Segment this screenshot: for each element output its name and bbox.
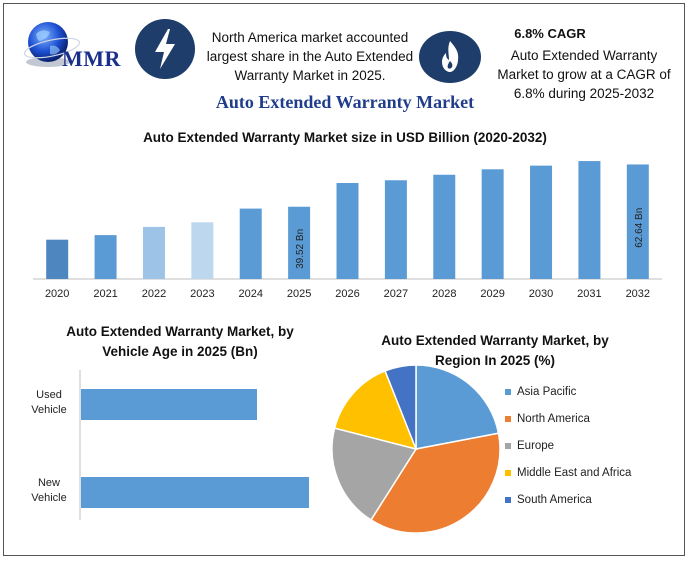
logo-text: MMR [62, 46, 121, 71]
x-tick-label-2024: 2024 [238, 288, 262, 300]
highlight-text: North America market accounted largest s… [206, 30, 414, 83]
legend-item-south-america: South America [505, 494, 592, 506]
x-tick-label-2028: 2028 [432, 288, 456, 300]
legend-swatch [505, 416, 511, 422]
legend-label: Europe [517, 440, 555, 452]
x-tick-label-2029: 2029 [480, 288, 504, 300]
hbar-used-vehicle [81, 389, 257, 420]
bar-2023 [191, 222, 214, 279]
pie-slice-north-america [369, 432, 501, 534]
x-tick-label-2027: 2027 [384, 288, 408, 300]
x-tick-label-2026: 2026 [335, 288, 359, 300]
vehicle-age-chart-title: Auto Extended Warranty Market, by Vehicl… [66, 324, 294, 359]
vehicle-age-bar-chart [79, 370, 309, 520]
pie-slice-asia-pacific [415, 364, 500, 450]
x-tick-label-2022: 2022 [142, 288, 166, 300]
bar-2029 [481, 169, 504, 279]
legend-swatch [505, 470, 511, 476]
category-label-used-vehicle: Used Vehicle [31, 389, 67, 416]
globe-icon [23, 22, 81, 67]
cagr-text: Auto Extended Warranty Market to grow at… [497, 48, 671, 101]
bar-2022 [142, 226, 165, 279]
legend-swatch [505, 443, 511, 449]
category-label-new-vehicle: New Vehicle [31, 477, 67, 504]
page-title: Auto Extended Warranty Market [215, 92, 475, 112]
legend-item-middle-east-and-africa: Middle East and Africa [505, 467, 631, 479]
legend-label: Asia Pacific [517, 386, 577, 398]
mmr-logo: MMR [18, 18, 130, 78]
bar-2021 [94, 235, 117, 279]
legend-item-north-america: North America [505, 413, 590, 425]
x-tick-label-2023: 2023 [190, 288, 214, 300]
legend-item-europe: Europe [505, 440, 554, 452]
legend-item-asia-pacific: Asia Pacific [505, 386, 576, 398]
x-tick-label-2021: 2021 [93, 288, 117, 300]
market-size-bar-chart: 2020 2021 2022 2023 2024 2025 39.52 Bn 2026 2027… [33, 161, 662, 300]
data-label-2025: 39.52 Bn [295, 229, 306, 269]
data-label-2032: 62.64 Bn [634, 208, 645, 248]
pie-slice-europe [331, 427, 418, 521]
bar-2032 [626, 164, 649, 279]
bar-2031 [578, 161, 601, 279]
flame-icon [419, 31, 481, 83]
x-tick-label-2020: 2020 [45, 288, 69, 300]
lightning-icon [135, 19, 195, 79]
legend-swatch [505, 389, 511, 395]
region-pie-chart [331, 364, 501, 534]
pie-slice-south-america [384, 364, 417, 450]
x-tick-label-2031: 2031 [577, 288, 601, 300]
legend-label: North America [517, 413, 590, 425]
cagr-title: 6.8% CAGR [514, 26, 586, 41]
legend-label: South America [517, 494, 592, 506]
bar-chart-title: Auto Extended Warranty Market size in US… [143, 130, 547, 145]
hbar-new-vehicle [81, 477, 309, 508]
bar-2025 [288, 206, 311, 279]
bar-2028 [433, 174, 456, 279]
bar-2024 [239, 208, 262, 279]
legend-label: Middle East and Africa [517, 467, 632, 479]
x-tick-label-2032: 2032 [626, 288, 650, 300]
bar-2020 [46, 239, 69, 279]
bar-2030 [530, 165, 553, 279]
x-tick-label-2030: 2030 [529, 288, 553, 300]
bar-2027 [384, 180, 407, 279]
pie-slice-middle-east-and-africa [333, 369, 418, 451]
legend-swatch [505, 497, 511, 503]
region-chart-title: Auto Extended Warranty Market, by Region… [381, 333, 609, 368]
x-tick-label-2025: 2025 [287, 288, 311, 300]
bar-2026 [336, 183, 359, 279]
infographic-frame [3, 3, 685, 556]
pie-legend: Asia Pacific North America Europe Middle Ea… [505, 386, 665, 516]
